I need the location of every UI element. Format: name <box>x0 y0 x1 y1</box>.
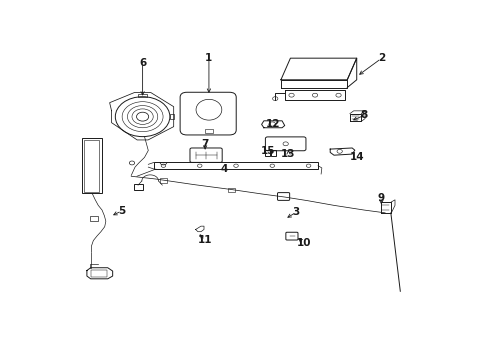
Text: 12: 12 <box>265 118 280 129</box>
Text: 13: 13 <box>281 149 295 159</box>
Text: 5: 5 <box>118 206 125 216</box>
Text: 8: 8 <box>360 110 367 120</box>
Text: 15: 15 <box>260 146 274 156</box>
Text: 14: 14 <box>349 152 363 162</box>
Text: 9: 9 <box>377 193 384 203</box>
Text: 1: 1 <box>205 53 212 63</box>
Text: 2: 2 <box>377 53 384 63</box>
Text: 10: 10 <box>296 238 310 248</box>
Text: 3: 3 <box>292 207 299 217</box>
Text: 4: 4 <box>220 164 227 174</box>
Text: 11: 11 <box>198 235 212 245</box>
Text: 7: 7 <box>201 139 208 149</box>
Text: 6: 6 <box>139 58 146 68</box>
